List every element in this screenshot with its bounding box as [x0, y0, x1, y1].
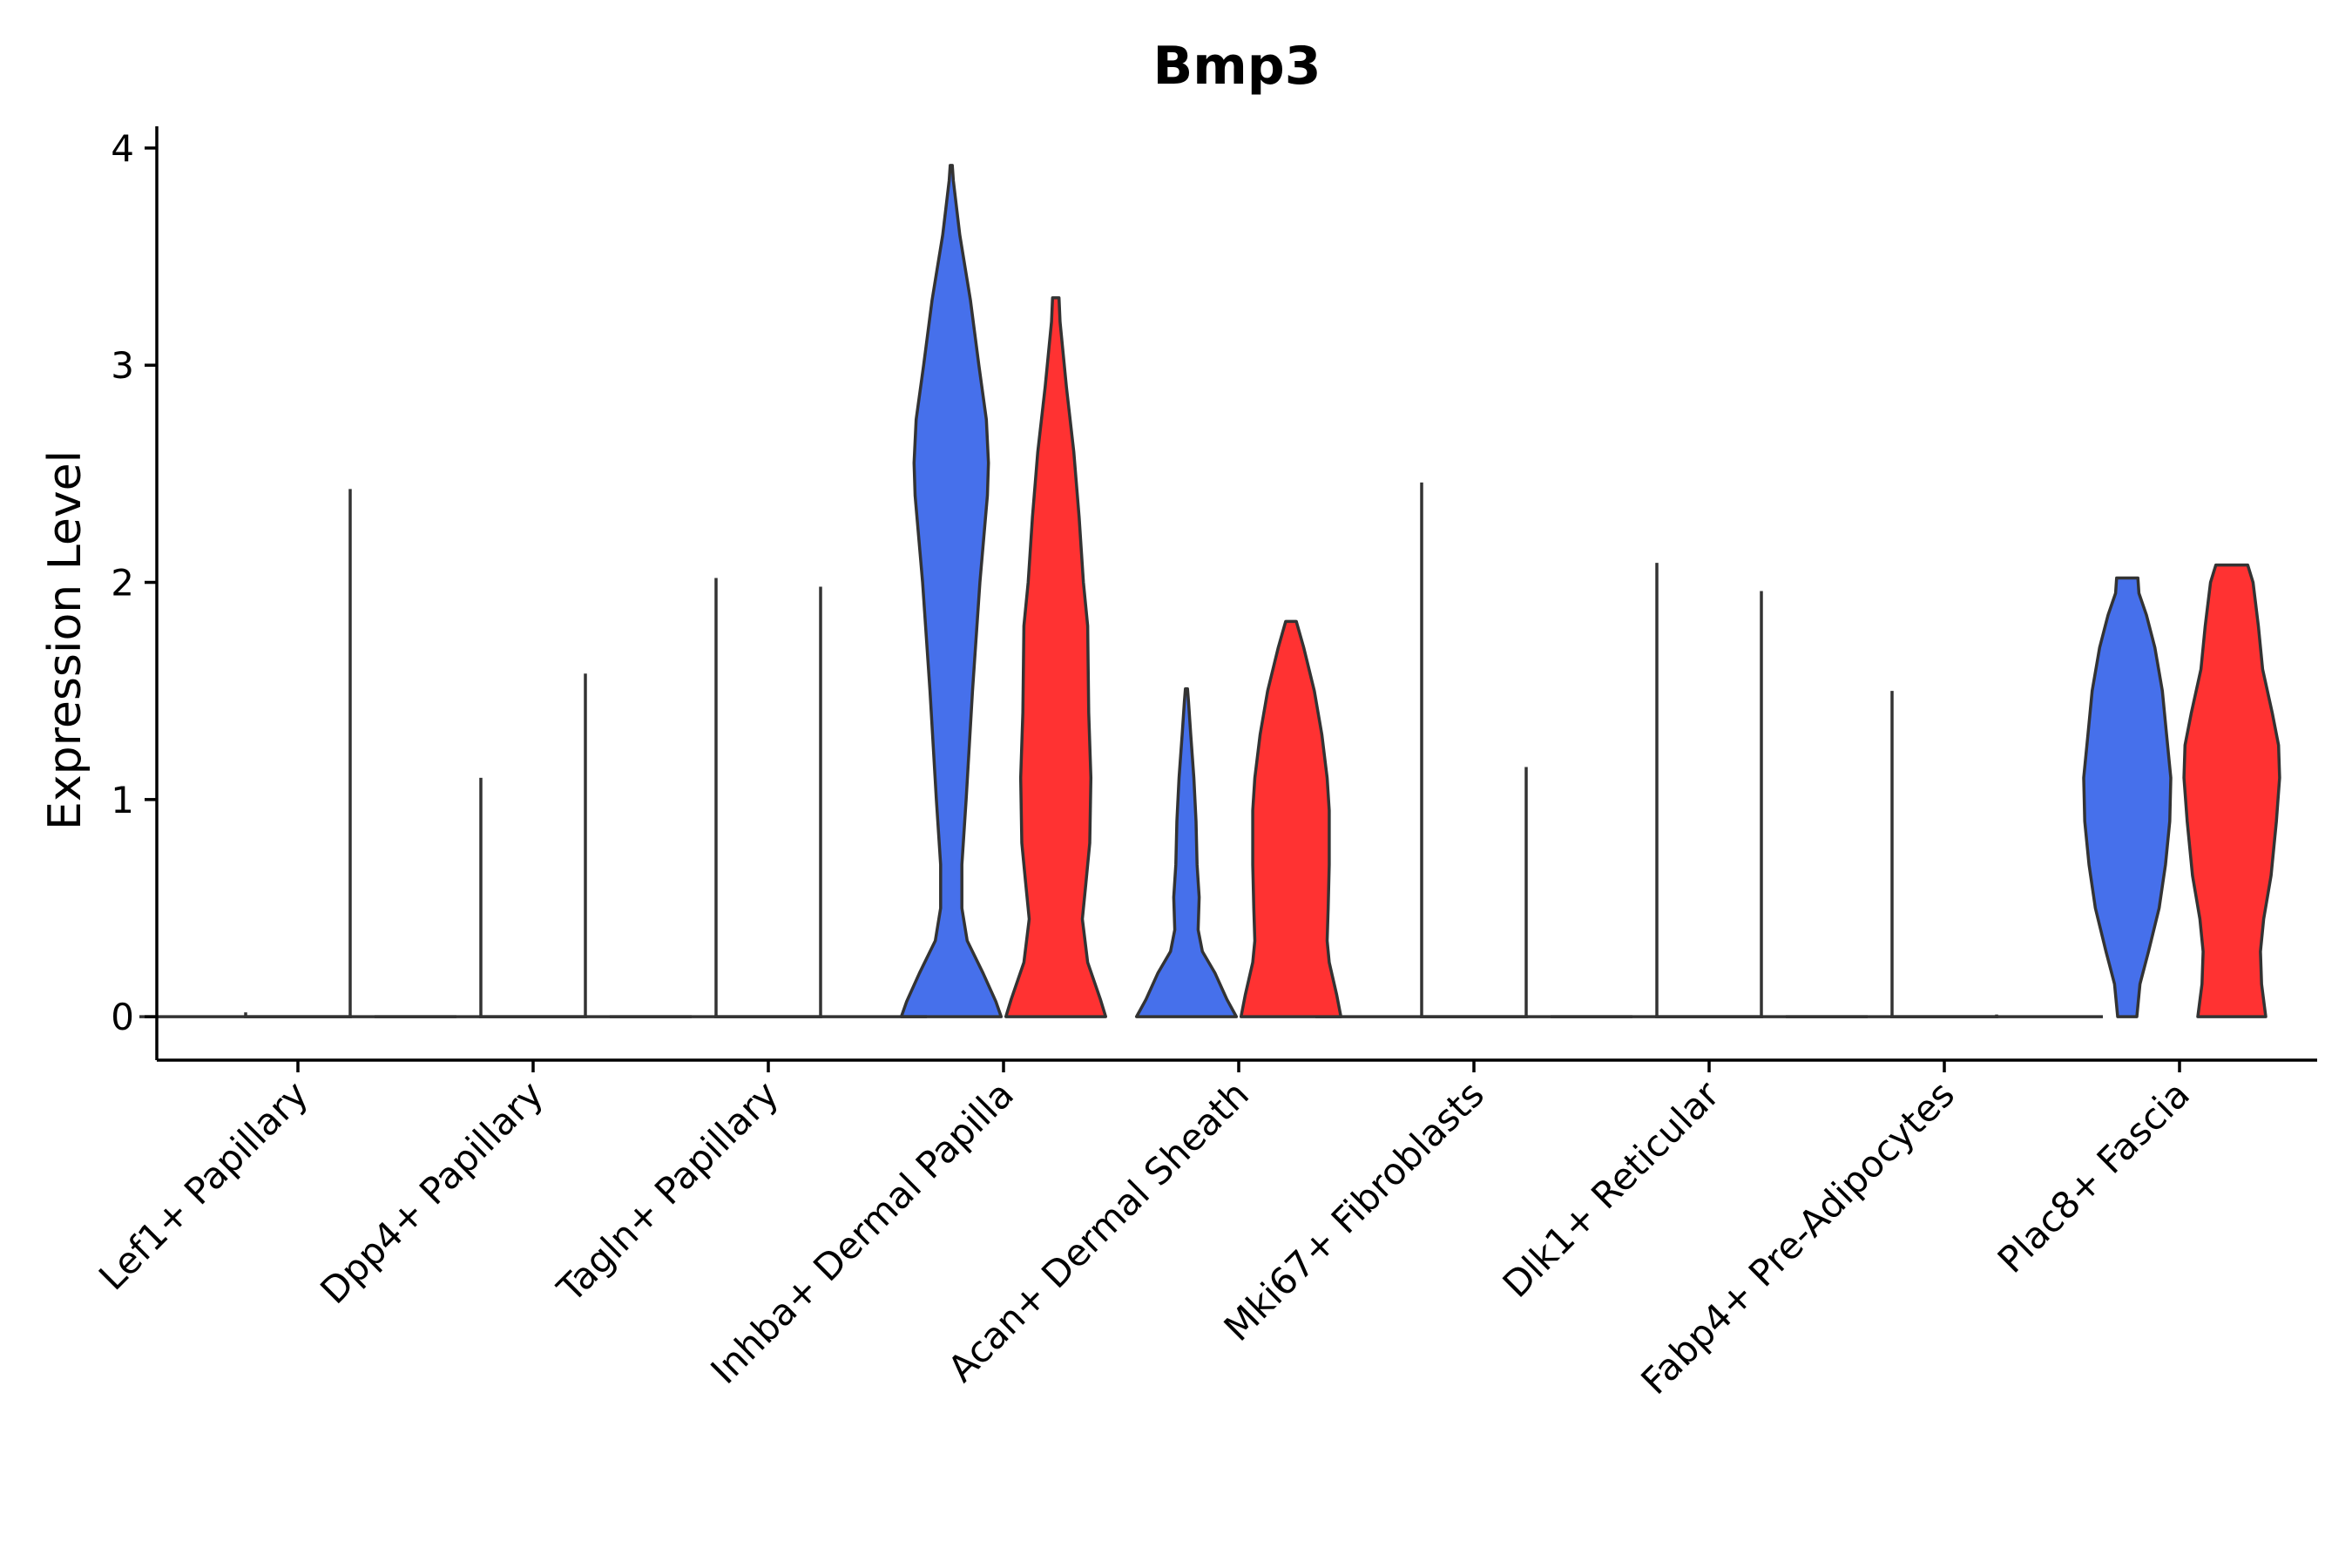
violin-group-1	[899, 164, 1004, 1018]
y-tick-label: 1	[111, 779, 134, 821]
y-tick-label: 3	[111, 344, 134, 387]
violin-group-2	[1239, 619, 1343, 1018]
x-tick-label: Plac8+ Fascia	[1990, 1072, 2198, 1281]
x-tick-label: Dpp4+ Papillary	[312, 1072, 551, 1312]
violin-group-2	[2182, 563, 2281, 1018]
x-tick-label: Lef1+ Papillary	[91, 1072, 316, 1298]
x-tick-label: Tagln+ Papillary	[549, 1072, 787, 1310]
violin-group-1	[1134, 686, 1239, 1018]
violin-group-2	[1004, 296, 1108, 1018]
y-tick-label: 0	[111, 996, 134, 1038]
y-tick-label: 4	[111, 127, 134, 170]
y-axis-label: Expression Level	[39, 450, 91, 830]
violin-group	[139, 164, 2281, 1018]
x-tick-label: Dlk1+ Reticular	[1495, 1072, 1728, 1306]
x-tick-label: Mki67+ Fibroblasts	[1216, 1072, 1492, 1348]
chart-title: Bmp3	[1153, 36, 1321, 97]
violin-group-1	[2082, 576, 2173, 1018]
y-tick-label: 2	[111, 562, 134, 605]
